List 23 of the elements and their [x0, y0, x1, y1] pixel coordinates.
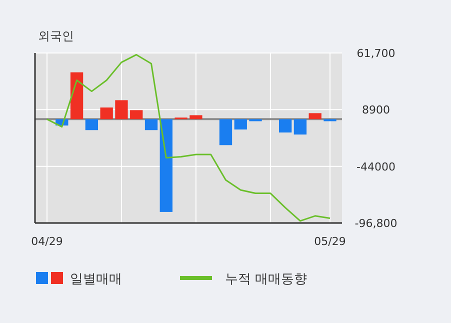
bar: [115, 100, 128, 120]
line-series: [46, 54, 331, 222]
x-tick-label: 04/29: [31, 235, 63, 248]
bar: [144, 119, 158, 130]
bar: [70, 72, 84, 120]
bar: [294, 119, 307, 135]
chart-title: 외국인: [38, 29, 74, 43]
y-tick-label: 8900: [362, 104, 390, 117]
y-tick-label: -44000: [356, 160, 396, 174]
y-tick-label: 61,700: [356, 47, 396, 60]
bar: [130, 110, 143, 120]
bar: [160, 119, 172, 212]
y-tick-label: -96,800: [354, 217, 398, 230]
bar: [234, 119, 247, 130]
bar: [190, 115, 202, 120]
legend-label: 일별매매: [70, 272, 122, 287]
legend-label: 누적 매매동향: [225, 272, 308, 287]
bar: [85, 119, 98, 130]
bar: [100, 107, 113, 120]
x-tick-label: 05/29: [314, 235, 346, 248]
bar: [278, 119, 292, 132]
bar: [308, 113, 322, 120]
bar: [219, 119, 232, 146]
